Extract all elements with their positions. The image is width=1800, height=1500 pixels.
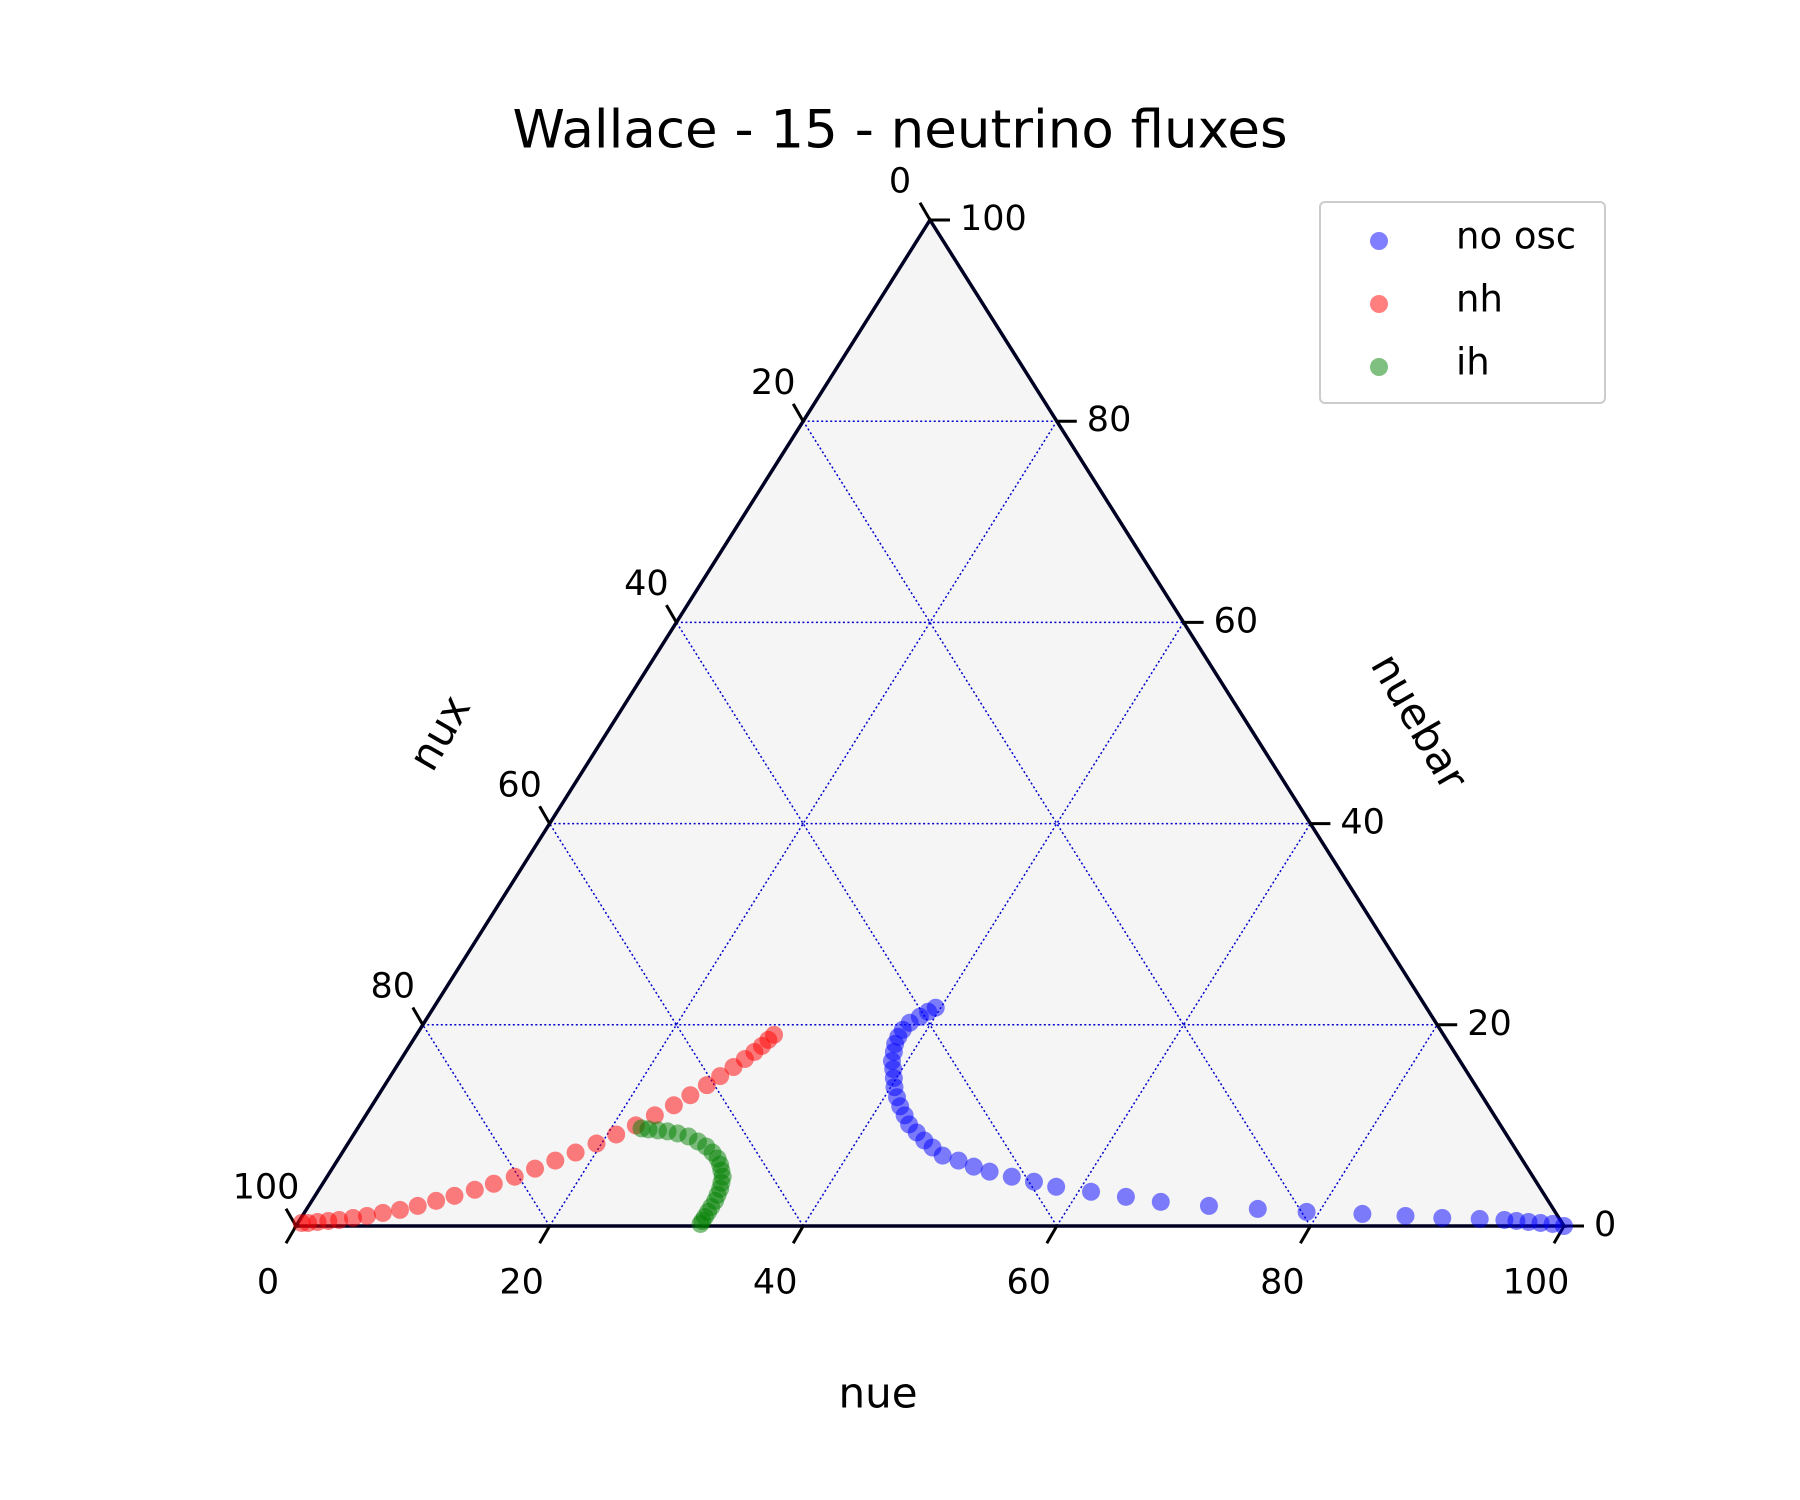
grid-line (548, 823, 804, 1227)
left-tick-label: 100 (233, 1168, 300, 1208)
right-tick-label: 20 (1467, 1004, 1512, 1044)
data-point (505, 1167, 524, 1186)
data-point (1024, 1172, 1043, 1191)
bottom-tick (538, 1225, 551, 1245)
data-point (980, 1162, 999, 1181)
bottom-tick-label: 0 (257, 1262, 279, 1302)
left-axis-title: nux (399, 686, 480, 778)
data-point (546, 1151, 565, 1170)
right-tick-label: 100 (960, 199, 1027, 239)
data-point (1297, 1202, 1316, 1221)
bottom-tick-label: 100 (1503, 1262, 1570, 1302)
bottom-tick-label: 60 (1007, 1262, 1052, 1302)
data-point (1002, 1167, 1021, 1186)
right-tick-label: 60 (1214, 601, 1259, 641)
left-tick (791, 403, 805, 422)
legend-swatch-no-osc (1370, 232, 1388, 250)
bottom-tick (791, 1225, 805, 1245)
grid-line (1056, 823, 1312, 1227)
data-point (1353, 1204, 1372, 1223)
data-point (1396, 1206, 1415, 1225)
bottom-axis-title: nue (838, 1369, 917, 1418)
triangle-frame (292, 216, 1568, 1228)
bottom-tick (1299, 1225, 1312, 1245)
data-point (1082, 1182, 1101, 1201)
legend-label-ih: ih (1456, 341, 1490, 384)
data-point (373, 1203, 392, 1222)
grid-line (802, 420, 1312, 1227)
left-tick-label: 20 (751, 363, 796, 403)
left-tick-label: 80 (371, 967, 416, 1007)
grid-line (548, 420, 1058, 1227)
legend: no osc nh ih (1319, 201, 1606, 404)
left-tick-label: 40 (624, 564, 669, 604)
left-tick (538, 805, 551, 825)
legend-swatch-nh (1370, 295, 1388, 313)
series-ih (632, 1119, 732, 1233)
data-point (645, 1106, 664, 1125)
series-no-osc (882, 998, 1573, 1235)
data-point (1199, 1196, 1218, 1215)
data-point (765, 1025, 784, 1044)
right-tick-label: 80 (1087, 400, 1132, 440)
left-tick (918, 201, 932, 221)
data-point (681, 1086, 700, 1105)
data-point (1495, 1210, 1514, 1229)
legend-label-nh: nh (1456, 278, 1503, 321)
data-point (1116, 1187, 1135, 1206)
left-tick-label: 60 (497, 765, 542, 805)
chart-title: Wallace - 15 - neutrino fluxes (512, 100, 1287, 161)
data-point (632, 1119, 651, 1138)
data-point (1248, 1199, 1267, 1218)
data-point (926, 998, 945, 1017)
grid-line (422, 1024, 551, 1227)
left-tick (411, 1006, 425, 1026)
data-point (949, 1151, 968, 1170)
data-point (1151, 1192, 1170, 1211)
data-point (1047, 1177, 1066, 1196)
grid-lines (422, 420, 1438, 1227)
right-tick-label: 0 (1594, 1205, 1616, 1245)
data-point (526, 1159, 545, 1178)
right-tick-label: 40 (1340, 803, 1385, 843)
data-point (697, 1076, 716, 1095)
tick-marks (284, 201, 1584, 1245)
series-nh (292, 1025, 784, 1232)
data-point (427, 1191, 446, 1210)
bottom-tick (284, 1225, 298, 1245)
data-point (1433, 1208, 1452, 1227)
data-point (587, 1134, 606, 1153)
grid-line (802, 622, 1185, 1227)
grid-line (1309, 1024, 1438, 1227)
bottom-tick-label: 80 (1260, 1262, 1305, 1302)
data-point (1470, 1209, 1489, 1228)
bottom-tick (1045, 1225, 1059, 1245)
bottom-tick-label: 20 (499, 1262, 544, 1302)
left-tick (665, 604, 678, 624)
data-point (408, 1196, 427, 1215)
data-point (964, 1157, 983, 1176)
data-point (711, 1067, 730, 1086)
data-point (484, 1174, 503, 1193)
data-point (445, 1186, 464, 1205)
data-point (358, 1206, 377, 1225)
legend-swatch-ih (1370, 358, 1388, 376)
tick-labels: 0 0 0 20 20 20 40 40 40 60 60 60 80 80 80 100 100 100 (233, 162, 1617, 1303)
legend-box (1319, 201, 1606, 404)
right-axis-title: nuebar (1361, 645, 1478, 799)
data-point (664, 1096, 683, 1115)
data-series (292, 998, 1573, 1235)
data-point (330, 1210, 349, 1229)
bottom-tick-label: 40 (753, 1262, 798, 1302)
data-point (465, 1180, 484, 1199)
data-point (390, 1200, 409, 1219)
data-point (566, 1143, 585, 1162)
legend-label-no-osc: no osc (1456, 215, 1576, 258)
left-tick-label: 0 (889, 162, 911, 202)
plot-area (296, 220, 1564, 1226)
data-point (607, 1125, 626, 1144)
grid-line (675, 622, 1058, 1227)
data-point (344, 1208, 363, 1227)
